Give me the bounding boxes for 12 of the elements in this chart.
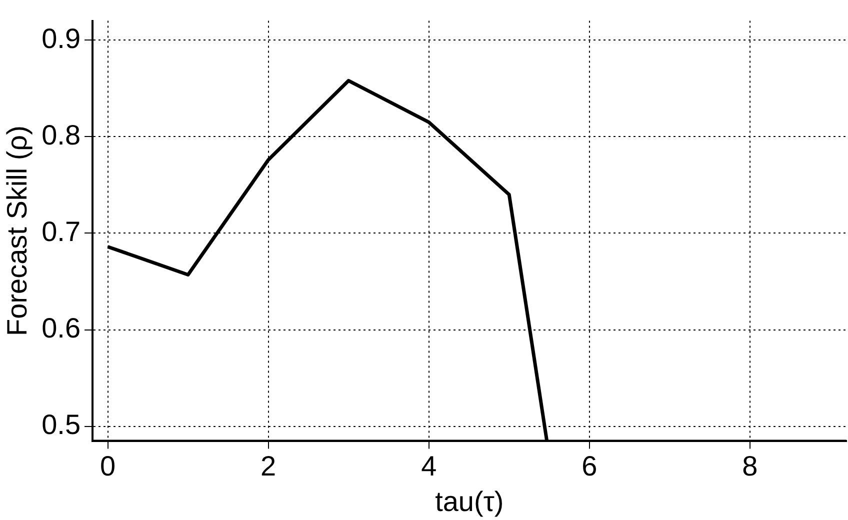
x-tick-label: 2 xyxy=(260,450,276,482)
y-axis-title: Forecast Skill (ρ) xyxy=(2,126,33,336)
y-tick-label: 0.9 xyxy=(42,22,81,54)
x-tick-label: 4 xyxy=(421,450,437,482)
x-tick-label: 8 xyxy=(742,450,758,482)
x-tick-label: 6 xyxy=(582,450,598,482)
y-tick-label: 0.5 xyxy=(42,409,81,440)
x-axis-title: tau(τ) xyxy=(435,486,504,517)
x-tick-label: 0 xyxy=(100,450,116,482)
y-tick-label: 0.7 xyxy=(42,216,81,247)
y-tick-label: 0.8 xyxy=(42,119,81,150)
y-tick-label: 0.6 xyxy=(42,312,81,344)
